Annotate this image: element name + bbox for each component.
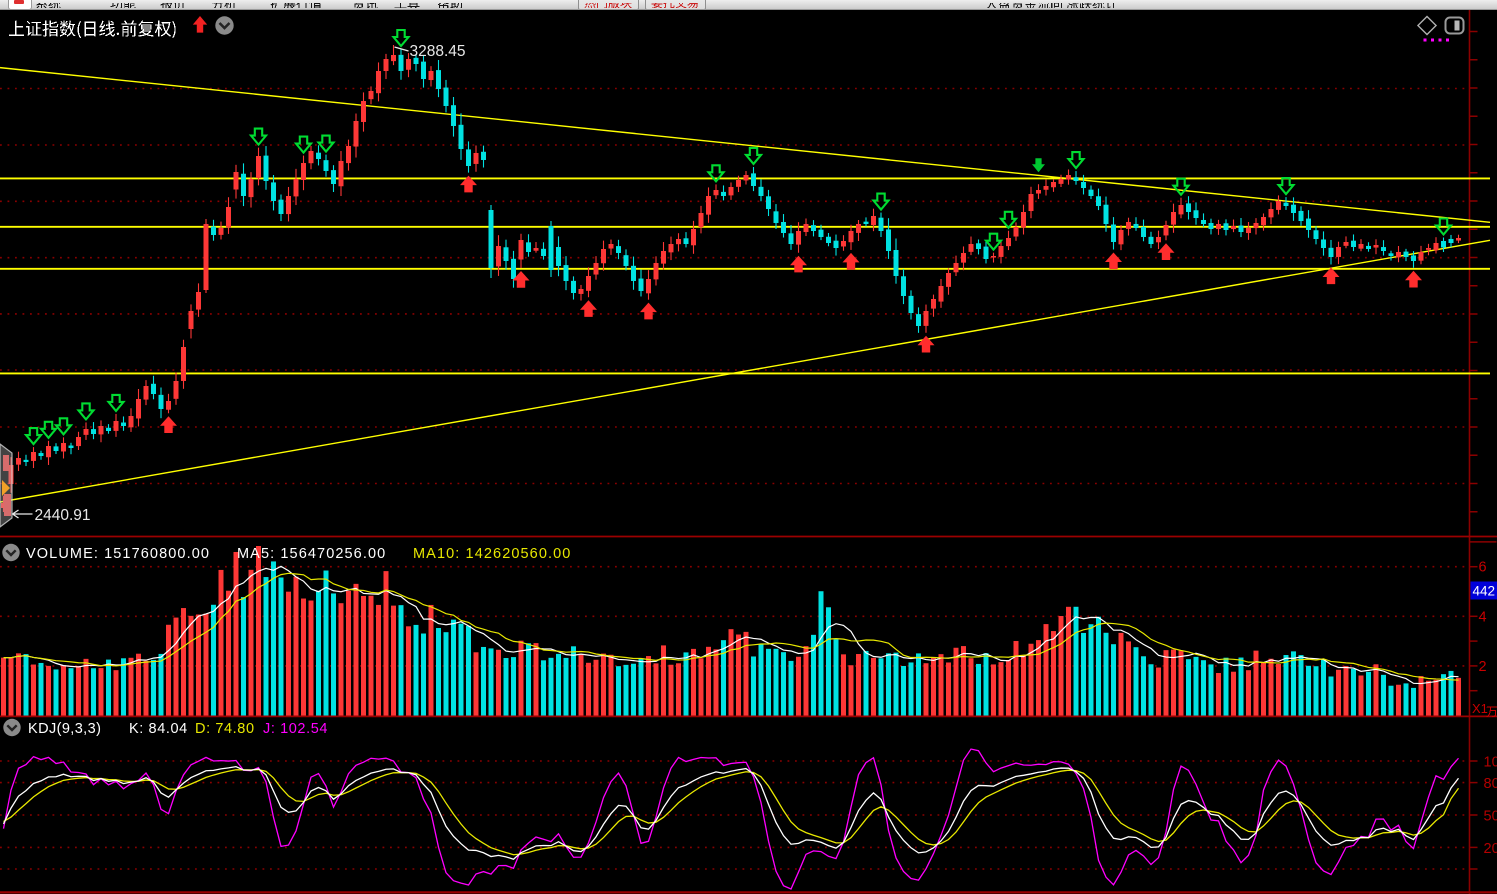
app-logo-icon[interactable] <box>8 0 32 9</box>
menubar-right-ticker <box>987 3 1114 8</box>
svg-text:X1: X1 <box>1472 701 1488 716</box>
svg-text:50: 50 <box>1484 809 1497 825</box>
buy-arrow-icon <box>580 300 597 317</box>
collapse-volume-icon[interactable] <box>2 543 20 562</box>
volume-ma-lines <box>3 565 1459 685</box>
sell-arrow-icon <box>983 232 1004 252</box>
buy-arrow-icon <box>640 302 657 320</box>
kdj-k-value: K: 84.04 <box>129 721 188 737</box>
sell-arrow-icon <box>248 127 269 147</box>
buy-arrow-icon <box>917 335 935 353</box>
volume-unit-label: X1 <box>1472 701 1497 717</box>
toolbar-button[interactable] <box>578 0 639 9</box>
toolbar-button[interactable] <box>645 0 706 9</box>
panel-dividers <box>0 535 1497 894</box>
sell-arrow-icon <box>743 146 764 166</box>
menu-item[interactable] <box>110 0 170 9</box>
panel-layout-icon[interactable] <box>1444 16 1465 35</box>
buy-arrow-icon <box>1405 270 1422 288</box>
menu-item[interactable] <box>35 0 95 9</box>
buy-arrow-icon <box>1105 252 1122 270</box>
right-axis <box>1468 10 1497 894</box>
volume-value: VOLUME: 151760800.00 <box>26 546 210 562</box>
volume-tag-value: 442 <box>1473 584 1496 599</box>
extreme-price-labels: 3288.45 2440.91 <box>12 43 466 524</box>
menu-item[interactable] <box>437 0 497 9</box>
scroll-right-arrow-icon[interactable] <box>2 480 10 496</box>
signal-arrows <box>23 28 1454 446</box>
svg-text:4: 4 <box>1479 609 1487 625</box>
kdj-d-value: D: 74.80 <box>195 721 255 737</box>
buy-arrow-icon <box>842 252 860 270</box>
low-tick-line <box>12 509 33 519</box>
collapse-kdj-icon[interactable] <box>3 718 21 737</box>
sell-arrow-icon <box>706 164 726 183</box>
volume-current-tag: 442 <box>1470 581 1497 600</box>
menu-bar <box>0 0 1497 10</box>
volume-ma10: MA10: 142620560.00 <box>413 546 571 562</box>
buy-arrow-icon <box>1322 267 1340 285</box>
magenta-dots-indicator <box>1423 38 1449 42</box>
buy-arrow-icon <box>512 271 530 288</box>
kdj-name: KDJ(9,3,3) <box>28 721 101 737</box>
buy-arrow-icon <box>790 255 807 273</box>
sell-arrow-icon <box>316 134 336 154</box>
buy-arrow-icon <box>160 416 177 433</box>
sell-arrow-icon <box>293 135 314 155</box>
annotation-trendlines[interactable] <box>0 66 1491 503</box>
sell-arrow-icon <box>998 210 1019 230</box>
chevron-down-icon <box>218 22 231 30</box>
candlestick-series <box>1 45 1461 512</box>
corner-tools <box>1416 15 1465 42</box>
svg-text:100: 100 <box>1484 755 1497 771</box>
sell-arrow-icon <box>1171 177 1191 197</box>
sell-arrow-icon <box>106 393 126 413</box>
kdj-lines <box>2 748 1460 890</box>
chart-title[interactable] <box>9 16 234 38</box>
toolbar-button-label <box>651 3 698 8</box>
sell-arrow-icon <box>53 417 74 436</box>
volume-bars <box>1 546 1461 716</box>
menu-item[interactable] <box>394 0 454 9</box>
axis-labels: 6 4 2 100 80 50 20 <box>1479 560 1497 857</box>
menu-item[interactable] <box>352 0 412 9</box>
chevron-down-icon <box>5 549 17 557</box>
menu-item[interactable] <box>211 0 271 9</box>
sell-arrow-icon <box>38 420 59 440</box>
buy-arrow-icon <box>460 175 477 193</box>
volume-ma5: MA5: 156470256.00 <box>237 546 386 562</box>
chevron-down-icon <box>6 724 18 732</box>
sell-arrow-icon <box>871 192 891 212</box>
volume-header: VOLUME: 151760800.00 MA5: 156470256.00 M… <box>2 543 571 562</box>
high-price-label: 3288.45 <box>410 43 466 60</box>
sell-arrow-icon <box>391 28 411 48</box>
toolbar-button-label <box>584 3 632 8</box>
sell-arrow-icon <box>1433 217 1454 237</box>
sell-arrow-icon <box>23 427 44 446</box>
sell-arrow-icon <box>76 402 96 422</box>
svg-text:20: 20 <box>1484 841 1497 857</box>
svg-text:2: 2 <box>1479 659 1487 675</box>
left-scroll-handle[interactable] <box>0 443 13 528</box>
kdj-j-value: J: 102.54 <box>263 721 328 737</box>
price-up-arrow-icon <box>192 16 208 33</box>
sell-arrow-icon <box>1066 151 1086 170</box>
buy-arrow-icon <box>1157 243 1175 260</box>
svg-text:6: 6 <box>1479 560 1487 576</box>
menu-item[interactable] <box>270 0 330 9</box>
high-tick-line <box>394 46 409 52</box>
sell-arrow-solid-icon <box>1032 158 1045 173</box>
sell-arrow-icon <box>1276 177 1296 196</box>
kdj-header: KDJ(9,3,3) K: 84.04 D: 74.80 J: 102.54 <box>3 718 328 737</box>
low-price-label: 2440.91 <box>35 507 91 524</box>
diamond-tool-icon[interactable] <box>1416 15 1438 36</box>
collapse-main-icon[interactable] <box>215 16 234 35</box>
menu-item[interactable] <box>160 0 220 9</box>
svg-text:80: 80 <box>1484 776 1497 792</box>
